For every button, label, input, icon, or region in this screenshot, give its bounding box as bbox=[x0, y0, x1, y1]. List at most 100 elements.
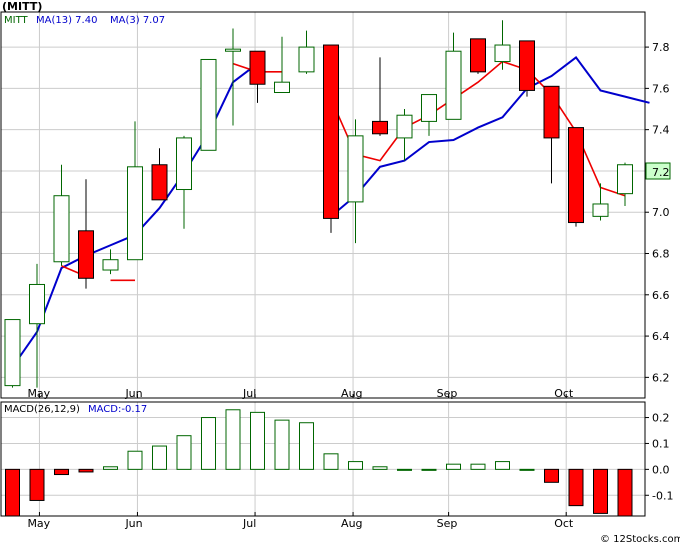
price-ytick-label: 6.4 bbox=[652, 330, 670, 343]
candle-up bbox=[445, 32, 462, 120]
candle-body bbox=[127, 166, 143, 261]
candle-down bbox=[470, 38, 486, 74]
macd-legend: MACD(26,12,9) MACD:-0.17 bbox=[4, 404, 147, 415]
macd-xtick-label: Aug bbox=[341, 517, 362, 530]
candle-body bbox=[617, 164, 633, 195]
macd-bar bbox=[225, 409, 241, 470]
macd-bar bbox=[568, 468, 584, 507]
candle-body bbox=[347, 135, 364, 203]
candle-down bbox=[568, 127, 584, 227]
price-x-axis: May Jun Jul Aug Sep Oct bbox=[27, 387, 573, 400]
macd-bar bbox=[103, 466, 118, 470]
macd-xtick-label: May bbox=[27, 517, 50, 530]
candle-body bbox=[4, 319, 21, 387]
macd-xtick-label: Sep bbox=[437, 517, 458, 530]
macd-bar bbox=[201, 417, 216, 470]
candle-down bbox=[249, 50, 266, 103]
macd-bar bbox=[5, 468, 20, 517]
candle-up bbox=[396, 109, 413, 161]
price-ytick-label: 7.4 bbox=[652, 124, 670, 137]
price-ytick-label: 7.8 bbox=[652, 41, 670, 54]
price-legend: MITT MA(13) 7.40 MA(3) 7.07 bbox=[4, 15, 165, 26]
price-xtick-label: Oct bbox=[554, 387, 574, 400]
candle-up bbox=[29, 263, 45, 388]
candle-up bbox=[225, 28, 241, 126]
candle-body bbox=[29, 283, 45, 325]
candle-body bbox=[53, 195, 70, 263]
candle-up bbox=[494, 20, 511, 70]
legend-macd-params: MACD(26,12,9) bbox=[4, 404, 80, 415]
macd-ytick-label: 0.0 bbox=[652, 463, 670, 476]
macd-bar bbox=[446, 463, 461, 470]
price-xtick-label: Aug bbox=[341, 387, 362, 400]
macd-bar bbox=[495, 461, 510, 470]
macd-bar bbox=[78, 468, 94, 473]
macd-xtick-label: Jun bbox=[124, 517, 142, 530]
price-ytick-label: 7.6 bbox=[652, 82, 670, 95]
candle-body bbox=[519, 40, 535, 91]
candlesticks bbox=[4, 20, 633, 388]
candle-body bbox=[78, 230, 94, 279]
candle-body bbox=[323, 44, 339, 219]
macd-bar bbox=[152, 445, 167, 470]
ticker-title: (MITT) bbox=[2, 0, 42, 13]
macd-xtick-label: Jul bbox=[242, 517, 256, 530]
macd-bar bbox=[544, 468, 559, 483]
macd-bar bbox=[274, 419, 290, 470]
candle-body bbox=[249, 50, 266, 85]
candle-up bbox=[347, 119, 364, 244]
macd-x-axis: May Jun Jul Aug Sep Oct bbox=[27, 512, 574, 530]
candle-body bbox=[176, 137, 192, 191]
macd-bar bbox=[372, 466, 388, 470]
candle-body bbox=[298, 46, 315, 73]
candle-up bbox=[298, 30, 315, 74]
candle-up bbox=[592, 183, 609, 221]
candle-body bbox=[151, 164, 168, 201]
candle-up bbox=[200, 58, 217, 151]
macd-xtick-label: Oct bbox=[554, 517, 574, 530]
candle-up bbox=[127, 121, 143, 261]
macd-bar bbox=[397, 468, 412, 471]
macd-bar bbox=[593, 468, 608, 514]
candle-up bbox=[53, 164, 70, 266]
price-ytick-label: 6.2 bbox=[652, 371, 670, 384]
candle-body bbox=[470, 38, 486, 73]
copyright-text: © 12Stocks.com bbox=[600, 534, 680, 545]
candle-body bbox=[445, 50, 462, 120]
ma13-segment bbox=[330, 56, 650, 218]
price-panel-frame bbox=[0, 11, 646, 399]
candle-up bbox=[4, 319, 21, 388]
macd-histogram bbox=[5, 409, 633, 517]
legend-ma3: MA(3) 7.07 bbox=[110, 15, 165, 26]
candle-body bbox=[421, 94, 437, 122]
candle-down bbox=[543, 85, 560, 184]
candle-up bbox=[274, 36, 290, 94]
candle-body bbox=[396, 114, 413, 139]
macd-y-axis: 0.2 0.1 0.0 -0.1 bbox=[645, 412, 673, 502]
price-ytick-label: 7.0 bbox=[652, 206, 670, 219]
candle-body bbox=[274, 81, 290, 94]
legend-ma13: MA(13) 7.40 bbox=[36, 15, 97, 26]
macd-bar bbox=[54, 468, 69, 476]
macd-bar bbox=[519, 468, 535, 471]
macd-bar bbox=[176, 435, 192, 470]
legend-mitt: MITT bbox=[4, 15, 29, 26]
candle-body bbox=[372, 120, 388, 135]
candle-body bbox=[102, 259, 119, 271]
candle-up bbox=[102, 249, 119, 275]
macd-bar bbox=[470, 463, 486, 470]
macd-ytick-label: -0.1 bbox=[652, 489, 673, 502]
candle-body bbox=[225, 48, 241, 52]
candle-body bbox=[543, 85, 560, 139]
price-ytick-label: 6.8 bbox=[652, 248, 670, 261]
macd-bar bbox=[617, 468, 633, 517]
candle-body bbox=[568, 127, 584, 224]
candle-up bbox=[176, 135, 192, 229]
candle-down bbox=[323, 44, 339, 233]
candle-body bbox=[494, 44, 511, 63]
candle-up bbox=[421, 94, 437, 136]
price-xtick-label: May bbox=[27, 387, 50, 400]
